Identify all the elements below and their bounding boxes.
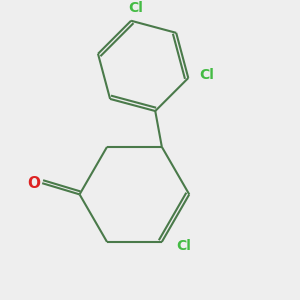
Text: O: O <box>28 176 40 191</box>
Text: Cl: Cl <box>200 68 214 82</box>
Text: Cl: Cl <box>176 239 191 253</box>
Text: Cl: Cl <box>129 1 143 15</box>
